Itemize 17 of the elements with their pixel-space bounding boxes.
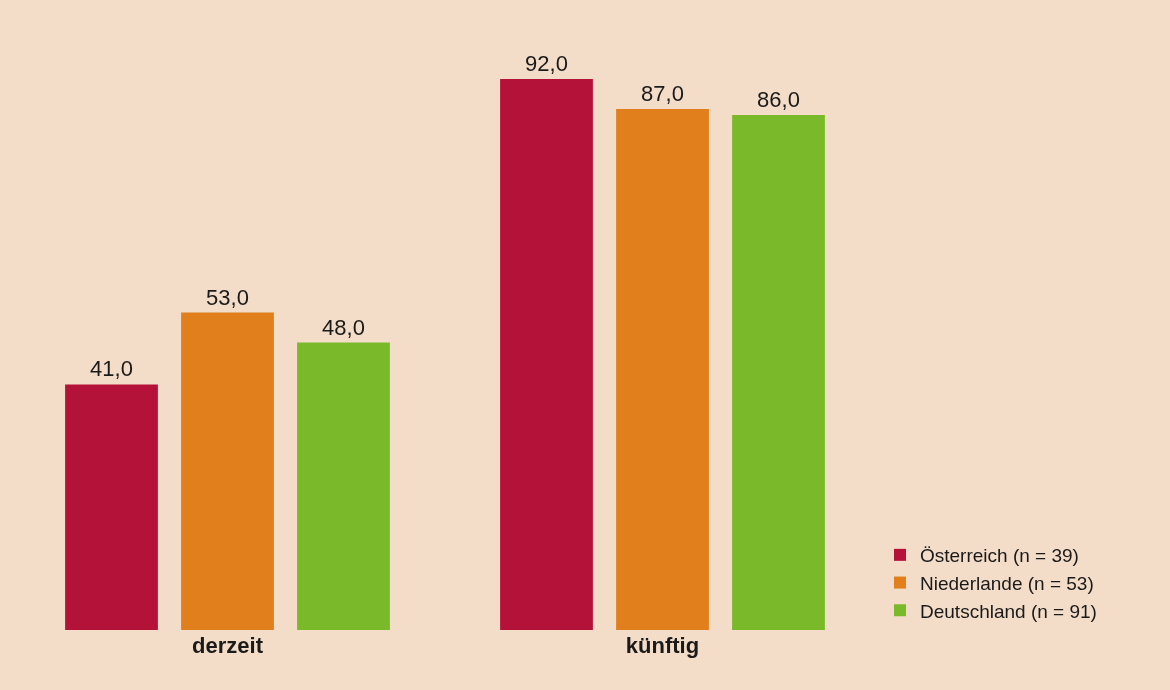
bar bbox=[732, 114, 825, 630]
data-label: 92,0 bbox=[525, 51, 568, 76]
legend-label: Deutschland (n = 91) bbox=[920, 600, 1097, 622]
x-tick-label: künftig bbox=[625, 633, 700, 658]
bar bbox=[616, 108, 709, 630]
data-label: 87,0 bbox=[641, 80, 684, 106]
bar bbox=[181, 312, 274, 630]
data-label: 53,0 bbox=[206, 284, 249, 310]
data-label: 41,0 bbox=[90, 356, 133, 382]
bar bbox=[297, 342, 390, 630]
bar bbox=[65, 384, 158, 630]
x-tick-label: derzeit bbox=[192, 633, 264, 658]
legend-label: Österreich (n = 39) bbox=[920, 545, 1079, 567]
data-label: 86,0 bbox=[757, 86, 800, 112]
data-label: 48,0 bbox=[322, 314, 365, 340]
bar bbox=[500, 79, 593, 630]
legend-label: Niederlande (n = 53) bbox=[920, 572, 1094, 594]
